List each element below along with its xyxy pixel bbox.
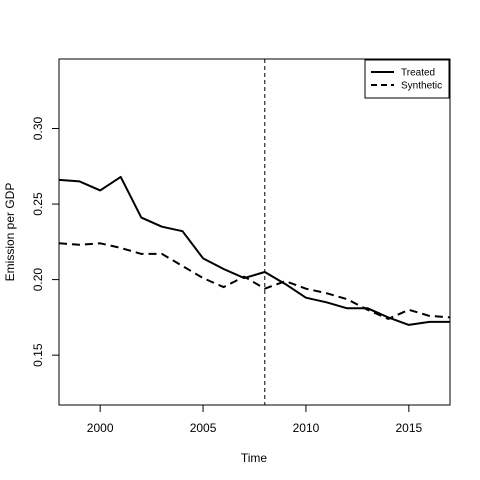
- plot-frame: [58, 58, 451, 406]
- y-axis: 0.15 0.20 0.25 0.30: [31, 117, 59, 367]
- legend-box: [364, 59, 450, 99]
- y-tick-label: 0.20: [31, 268, 45, 292]
- series-line-synthetic: [58, 242, 451, 320]
- legend-label-synthetic: Synthetic: [401, 81, 442, 92]
- y-tick-label: 0.30: [31, 117, 45, 141]
- y-axis-title: Emission per GDP: [3, 183, 17, 282]
- x-tick-label: 2005: [190, 421, 217, 435]
- y-tick-label: 0.25: [31, 192, 45, 216]
- plot-area: [58, 59, 451, 405]
- y-tick-label: 0.15: [31, 343, 45, 367]
- x-tick-label: 2000: [87, 421, 114, 435]
- x-tick-label: 2015: [395, 421, 422, 435]
- x-axis: 2000 2005 2010 2015: [87, 405, 423, 435]
- series-line-treated: [58, 175, 450, 326]
- legend: Treated Synthetic: [364, 59, 450, 99]
- x-tick-label: 2010: [293, 421, 320, 435]
- legend-label-treated: Treated: [401, 68, 435, 79]
- x-axis-title: Time: [241, 451, 268, 465]
